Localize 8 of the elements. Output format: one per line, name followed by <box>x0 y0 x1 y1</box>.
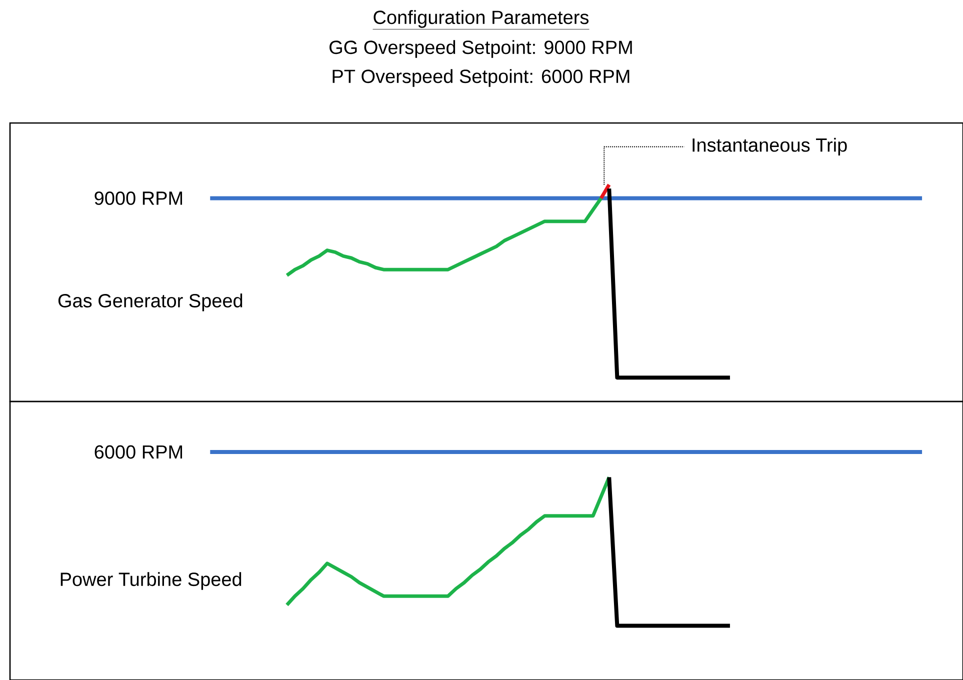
text: GG Overspeed Setpoint: 9000 RPM <box>330 40 632 58</box>
ref-line-label: 6000 RPM <box>94 445 182 459</box>
text: PT Overspeed Setpoint: 6000 RPM <box>332 69 630 87</box>
text: Gas Generator Speed <box>58 293 242 312</box>
text: Power Turbine Speed <box>60 572 242 590</box>
text: Instantaneous Trip <box>692 138 847 156</box>
text: Configuration Parameters <box>374 10 589 28</box>
ref-line-label: 9000 RPM <box>94 191 182 205</box>
